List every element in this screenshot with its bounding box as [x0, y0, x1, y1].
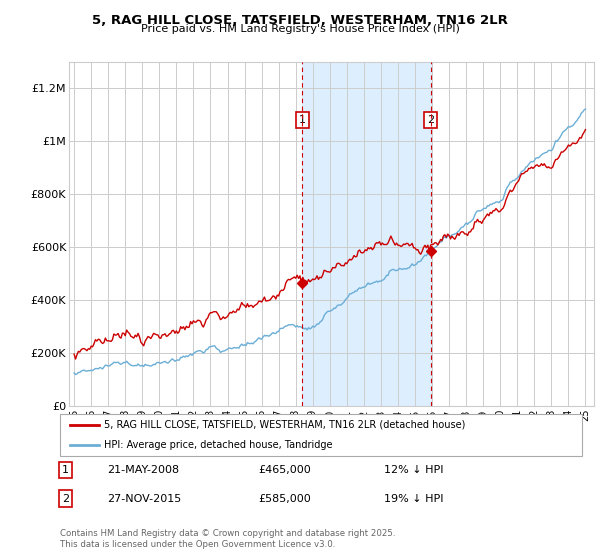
- Text: £585,000: £585,000: [259, 493, 311, 503]
- FancyBboxPatch shape: [60, 414, 582, 456]
- Text: Price paid vs. HM Land Registry's House Price Index (HPI): Price paid vs. HM Land Registry's House …: [140, 24, 460, 34]
- Text: Contains HM Land Registry data © Crown copyright and database right 2025.
This d: Contains HM Land Registry data © Crown c…: [60, 529, 395, 549]
- Text: 12% ↓ HPI: 12% ↓ HPI: [383, 465, 443, 475]
- Text: 2: 2: [62, 493, 69, 503]
- Text: 1: 1: [299, 115, 306, 125]
- Text: 5, RAG HILL CLOSE, TATSFIELD, WESTERHAM, TN16 2LR (detached house): 5, RAG HILL CLOSE, TATSFIELD, WESTERHAM,…: [104, 420, 466, 430]
- Text: 27-NOV-2015: 27-NOV-2015: [107, 493, 181, 503]
- Text: 19% ↓ HPI: 19% ↓ HPI: [383, 493, 443, 503]
- Text: 1: 1: [62, 465, 69, 475]
- Bar: [302, 62, 431, 406]
- Text: 5, RAG HILL CLOSE, TATSFIELD, WESTERHAM, TN16 2LR: 5, RAG HILL CLOSE, TATSFIELD, WESTERHAM,…: [92, 14, 508, 27]
- Text: 21-MAY-2008: 21-MAY-2008: [107, 465, 179, 475]
- Text: £465,000: £465,000: [259, 465, 311, 475]
- Text: 2: 2: [427, 115, 434, 125]
- Text: HPI: Average price, detached house, Tandridge: HPI: Average price, detached house, Tand…: [104, 440, 333, 450]
